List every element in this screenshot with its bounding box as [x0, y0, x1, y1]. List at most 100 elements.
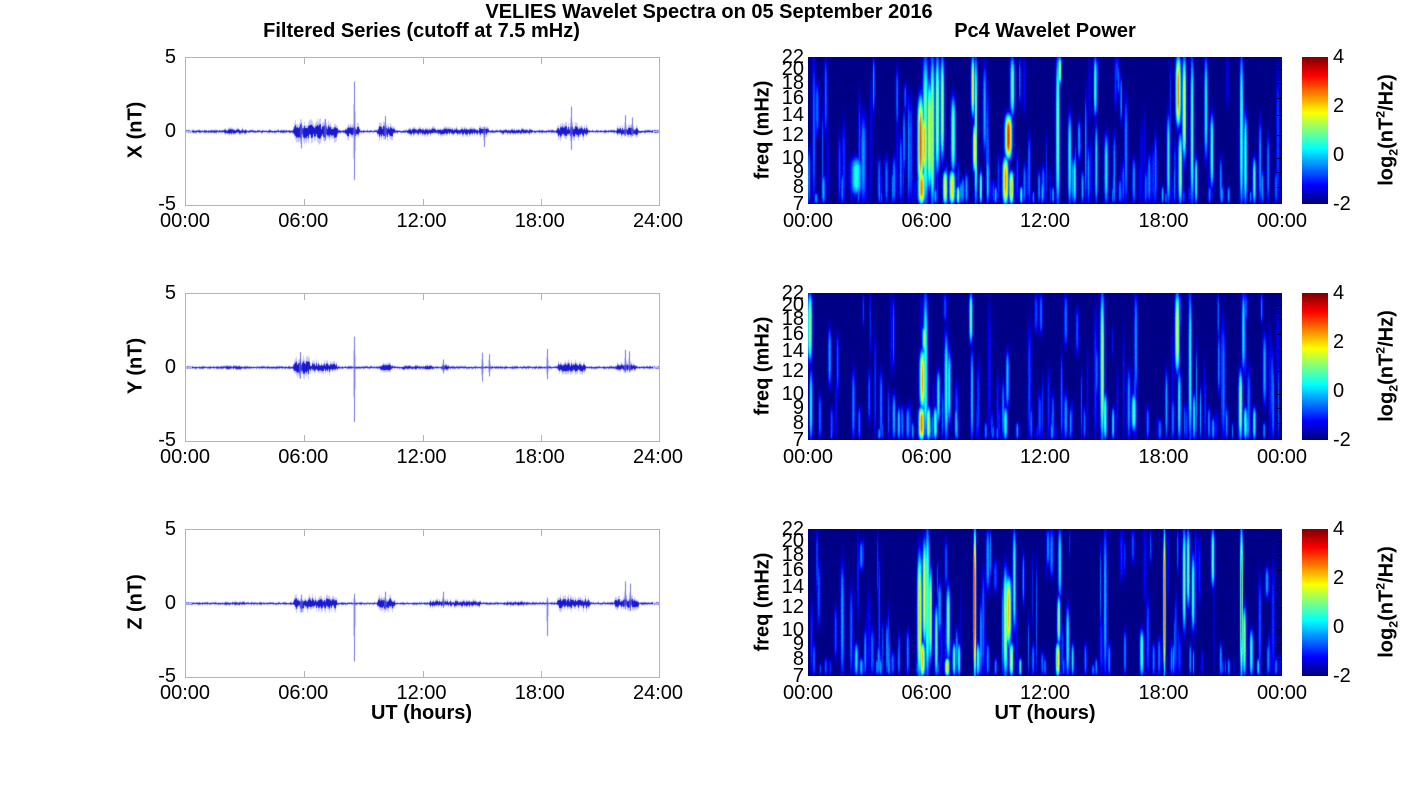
y-tick-label: -5 — [158, 665, 176, 687]
freq-tick-label: 16 — [781, 322, 804, 345]
x-tick-label: 06:00 — [901, 682, 952, 704]
x-tick-label: 00:00 — [159, 682, 211, 704]
timeseries-canvas-x — [186, 58, 659, 205]
tick-mark — [186, 367, 192, 368]
freq-tick-label: 9 — [792, 160, 804, 183]
colorbar-tick-label: 4 — [1333, 46, 1345, 68]
freq-tick-label: 14 — [781, 340, 804, 363]
freq-tick-label: 22 — [781, 282, 804, 304]
x-tick-label: 24:00 — [632, 446, 684, 468]
freq-tick-label: 7 — [792, 665, 804, 687]
x-tick-label: 24:00 — [632, 210, 684, 232]
colorbar — [1302, 293, 1328, 440]
y-tick-labels: 5 0 -5 — [106, 519, 176, 686]
tick-mark — [540, 671, 542, 677]
y-tick-label: 5 — [164, 282, 176, 304]
tick-mark — [186, 603, 192, 604]
tick-mark — [540, 435, 542, 441]
spectrogram-panel-z — [808, 529, 1282, 676]
x-tick-label: 00:00 — [1256, 446, 1308, 468]
x-tick-label: 06:00 — [278, 682, 329, 704]
colorbar-canvas — [1302, 293, 1328, 440]
tick-mark — [186, 131, 192, 132]
x-tick-labels: 00:00 06:00 12:00 18:00 00:00 — [783, 681, 1307, 705]
colorbar — [1302, 529, 1328, 676]
freq-tick-label: 9 — [792, 632, 804, 655]
tick-mark — [304, 530, 306, 536]
x-tick-label: 24:00 — [632, 682, 684, 704]
tick-mark — [1277, 541, 1282, 543]
tick-mark — [1277, 606, 1282, 608]
colorbar-tick-label: -2 — [1333, 193, 1351, 215]
colorbar-tick-label: 4 — [1333, 518, 1345, 540]
x-tick-labels: 00:00 06:00 12:00 18:00 00:00 — [783, 445, 1307, 469]
freq-tick-label: 14 — [781, 576, 804, 599]
timeseries-canvas-z — [186, 530, 659, 677]
tick-mark — [304, 671, 306, 677]
tick-mark — [1277, 370, 1282, 372]
colorbar-tick-label: -2 — [1333, 429, 1351, 451]
tick-mark — [1277, 158, 1282, 160]
tick-mark — [653, 603, 659, 604]
tick-mark — [540, 199, 542, 205]
colorbar-tick-label: -2 — [1333, 665, 1351, 687]
x-tick-label: 12:00 — [1019, 210, 1071, 232]
tick-mark — [422, 671, 424, 677]
y-tick-label: -5 — [158, 193, 176, 215]
timeseries-panel-z — [185, 529, 660, 678]
colorbar-canvas — [1302, 57, 1328, 204]
colorbar-tick-label: 4 — [1333, 282, 1345, 304]
colorbar-tick-label: 2 — [1333, 331, 1345, 353]
timeseries-canvas-y — [186, 294, 659, 441]
tick-mark — [304, 294, 306, 300]
colorbar-tick-label: 0 — [1333, 380, 1345, 402]
freq-tick-label: 12 — [781, 123, 804, 146]
tick-mark — [1277, 587, 1282, 589]
tick-mark — [1277, 394, 1282, 396]
tick-mark — [1277, 305, 1282, 307]
x-tick-labels: 00:00 06:00 12:00 18:00 24:00 — [160, 209, 683, 233]
freq-tick-labels: 22 20 18 16 14 12 10 9 8 7 — [760, 47, 804, 214]
x-tick-label: 12:00 — [396, 682, 447, 704]
freq-tick-label: 12 — [781, 595, 804, 618]
freq-tick-label: 16 — [781, 558, 804, 581]
colorbar-label-text: log2(nT2/Hz) — [1373, 546, 1401, 658]
right-column-title: Pc4 Wavelet Power — [954, 20, 1136, 42]
freq-tick-label: 7 — [792, 429, 804, 451]
freq-tick-label: 14 — [781, 104, 804, 127]
tick-mark — [422, 435, 424, 441]
freq-tick-label: 20 — [781, 294, 804, 317]
tick-mark — [1277, 351, 1282, 353]
tick-mark — [422, 294, 424, 300]
tick-mark — [1277, 186, 1282, 188]
tick-mark — [422, 199, 424, 205]
colorbar-tick-label: 0 — [1333, 616, 1345, 638]
colorbar-tick-labels: 4 2 0 -2 — [1333, 47, 1377, 214]
freq-tick-label: 9 — [792, 396, 804, 419]
x-tick-label: 18:00 — [1138, 682, 1189, 704]
freq-tick-label: 22 — [781, 46, 804, 68]
x-tick-label: 12:00 — [396, 446, 447, 468]
colorbar-tick-label: 0 — [1333, 144, 1345, 166]
freq-tick-label: 10 — [781, 147, 804, 170]
x-tick-label: 00:00 — [782, 210, 834, 232]
freq-tick-label: 18 — [781, 543, 804, 566]
tick-mark — [304, 435, 306, 441]
left-column-title: Filtered Series (cutoff at 7.5 mHz) — [263, 20, 580, 42]
x-tick-label: 12:00 — [396, 210, 447, 232]
x-tick-label: 18:00 — [514, 210, 565, 232]
y-tick-label: 0 — [164, 119, 176, 142]
tick-mark — [1277, 658, 1282, 660]
tick-mark — [1277, 82, 1282, 84]
freq-tick-label: 16 — [781, 86, 804, 109]
x-tick-label: 06:00 — [901, 210, 952, 232]
tick-mark — [1277, 422, 1282, 424]
main-title: VELIES Wavelet Spectra on 05 September 2… — [485, 1, 933, 23]
freq-tick-label: 10 — [781, 619, 804, 642]
x-tick-labels: 00:00 06:00 12:00 18:00 24:00 — [160, 445, 683, 469]
freq-tick-label: 8 — [792, 411, 804, 434]
y-tick-label: 0 — [164, 355, 176, 378]
spectrogram-panel-x — [808, 57, 1282, 204]
tick-mark — [1277, 69, 1282, 71]
x-tick-label: 06:00 — [278, 210, 329, 232]
